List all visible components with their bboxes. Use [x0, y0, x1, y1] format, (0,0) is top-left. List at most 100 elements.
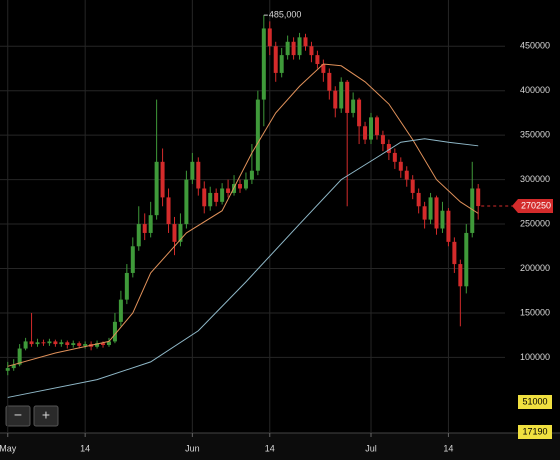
y-tick-label: 300000 — [520, 174, 550, 184]
candle-body — [106, 341, 111, 345]
candle-body — [214, 192, 219, 202]
candle-body — [184, 179, 189, 225]
candle-body — [470, 188, 475, 233]
candle-body — [297, 37, 302, 56]
candle-body — [369, 117, 374, 140]
candle-body — [208, 192, 213, 207]
candle-body — [380, 135, 385, 145]
candle-body — [309, 46, 314, 56]
candle-body — [5, 368, 10, 371]
y-tick-label: 350000 — [520, 130, 550, 140]
indicator-tag: 51000 — [518, 395, 552, 409]
candle-body — [351, 99, 356, 113]
candle-body — [357, 99, 362, 127]
indicator-tag: 17190 — [518, 425, 552, 439]
y-tick-label: 400000 — [520, 85, 550, 95]
candle-body — [345, 81, 350, 113]
last-price-tag-box — [512, 199, 553, 214]
zoom-out-label[interactable]: − — [14, 407, 22, 423]
candle-body — [130, 246, 135, 273]
grid — [0, 0, 505, 433]
candle-body — [172, 224, 177, 242]
candle-body — [458, 264, 463, 287]
y-tick-label: 450000 — [520, 41, 550, 51]
last-price-tag-label: 270250 — [521, 200, 551, 210]
candle-body — [47, 341, 52, 344]
zoom-in-button[interactable]: + — [33, 405, 59, 427]
candle-body — [112, 321, 117, 342]
candle-body — [446, 210, 451, 242]
candle-body — [267, 28, 272, 47]
candle-body — [452, 241, 457, 265]
moving-average-line — [7, 138, 479, 398]
candle-body — [11, 364, 16, 369]
x-tick-label: 14 — [265, 443, 275, 453]
candle-body — [35, 342, 40, 345]
candle-body — [363, 126, 368, 140]
candle-body — [166, 197, 171, 225]
candle-body — [422, 206, 427, 220]
x-tick-label: 14 — [80, 443, 90, 453]
candle-body — [41, 342, 46, 344]
candle-body — [440, 210, 445, 229]
candle-body — [154, 161, 159, 216]
x-tick-label: Jul — [365, 443, 377, 453]
candle-body — [71, 343, 76, 345]
candle-body — [291, 41, 296, 56]
candle-body — [220, 188, 225, 202]
candle-body — [416, 192, 421, 207]
candle-body — [178, 224, 183, 242]
indicator-tag-box — [518, 395, 552, 409]
candle-body — [434, 197, 439, 229]
candle-body — [249, 170, 254, 180]
candle-body — [386, 144, 391, 153]
candle-body — [136, 224, 141, 247]
x-axis-band — [0, 433, 560, 460]
candle-body — [315, 55, 320, 65]
candle-body — [53, 341, 58, 345]
zoom-out-button[interactable]: − — [5, 405, 31, 427]
zoom-in-label[interactable]: + — [42, 407, 50, 423]
candle-body — [83, 344, 88, 346]
moving-average-line — [7, 63, 479, 367]
candle-body — [404, 170, 409, 180]
candle-body — [333, 90, 338, 109]
indicator-tag-box — [518, 425, 552, 439]
x-tick-label: Jun — [185, 443, 200, 453]
candle-body — [29, 341, 34, 345]
candle-body — [77, 343, 82, 346]
candle-body — [65, 342, 70, 345]
y-tick-label: 100000 — [520, 352, 550, 362]
candle-body — [398, 161, 403, 171]
y-tick-label: 150000 — [520, 307, 550, 317]
candle-body — [392, 152, 397, 162]
candle-body — [226, 188, 231, 193]
candle-body — [261, 28, 266, 100]
candle-body — [285, 41, 290, 56]
candle-body — [101, 343, 106, 345]
candle-body — [464, 232, 469, 287]
candle-body — [237, 184, 242, 189]
candle-body — [303, 37, 308, 47]
y-tick-label: 200000 — [520, 263, 550, 273]
candle-body — [339, 81, 344, 109]
x-tick-label: 14 — [443, 443, 453, 453]
candle-body — [124, 272, 129, 300]
candle-body — [59, 342, 64, 345]
max-label: 485,000 — [269, 9, 302, 19]
candle-body — [279, 55, 284, 73]
candle-body — [202, 188, 207, 207]
candle-body — [95, 343, 100, 347]
candle-body — [255, 99, 260, 171]
candle-body — [243, 179, 248, 189]
candle-body — [327, 72, 332, 91]
indicator-tag-label: 51000 — [522, 396, 547, 406]
candle-body — [142, 224, 147, 233]
candle-body — [321, 64, 326, 73]
candle-body — [476, 188, 481, 207]
candle-body — [17, 348, 22, 365]
zoom-in-box[interactable] — [33, 405, 59, 427]
candle-body — [190, 161, 195, 180]
zoom-out-box[interactable] — [5, 405, 31, 427]
